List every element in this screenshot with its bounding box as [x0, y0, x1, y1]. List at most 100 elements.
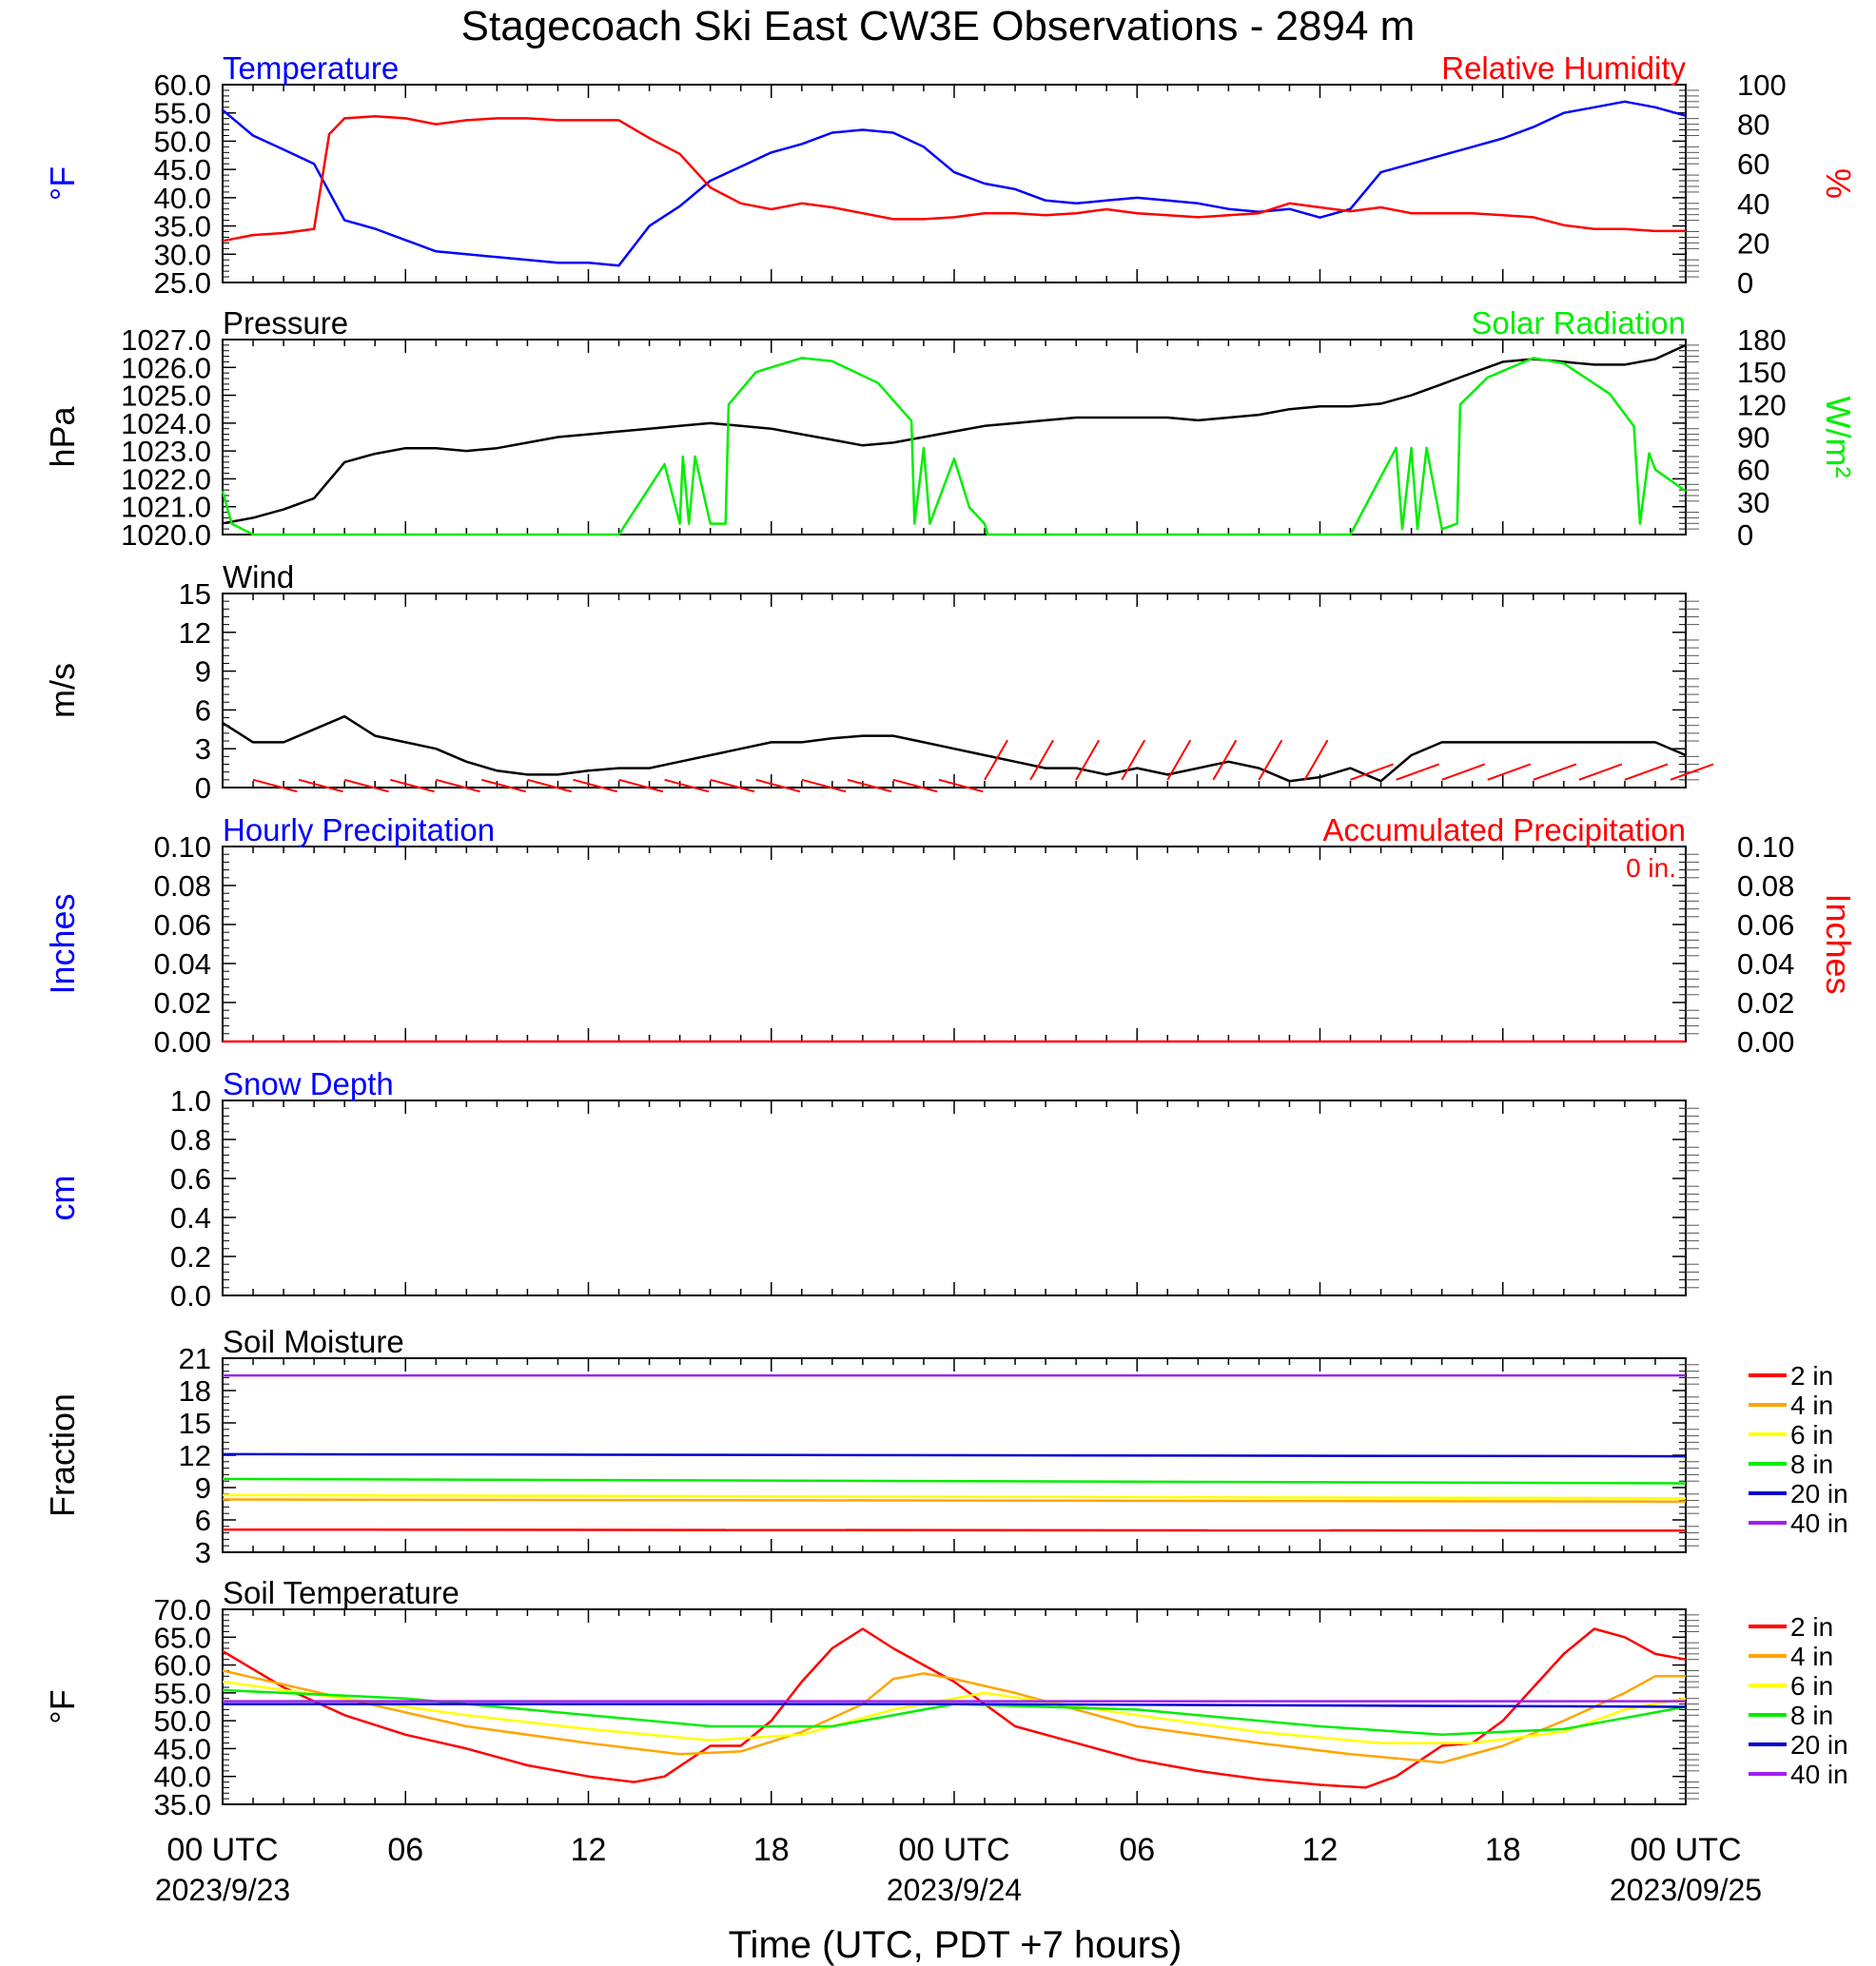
panel-title-left: Snow Depth	[223, 1066, 394, 1101]
legend-label: 4 in	[1790, 1391, 1833, 1420]
x-tick-label: 00 UTC	[898, 1832, 1009, 1868]
x-tick-date: 2023/09/25	[1610, 1873, 1762, 1907]
series-line-soil_moisture-3	[222, 1477, 1687, 1485]
y-tick-label: 1.0	[170, 1084, 211, 1118]
x-tick-label: 00 UTC	[166, 1832, 278, 1868]
series-line-pressure_solar-0	[222, 343, 1687, 525]
wind-barb	[618, 778, 664, 793]
y-right-tick-label: 60	[1737, 454, 1769, 487]
y-tick-label: 21	[179, 1342, 211, 1375]
series-line-soil_moisture-0	[222, 1528, 1687, 1532]
series-line-soil_moisture-1	[222, 1498, 1687, 1503]
y-right-tick-label: 80	[1737, 108, 1769, 142]
wind-barb	[1029, 739, 1054, 781]
y-axis-label-left: Fraction	[43, 1393, 82, 1517]
y-tick-label: 0.04	[154, 947, 211, 981]
legend-label: 40 in	[1790, 1509, 1848, 1538]
wind-barb	[938, 778, 984, 793]
y-axis-label-left: m/s	[43, 663, 82, 718]
y-tick-label: 1023.0	[121, 435, 211, 468]
wind-barb	[710, 778, 755, 793]
y-tick-label: 1020.0	[121, 518, 211, 552]
y-tick-label: 40.0	[154, 1761, 211, 1794]
x-axis-title: Time (UTC, PDT +7 hours)	[729, 1924, 1182, 1966]
legend-label: 20 in	[1790, 1730, 1848, 1760]
wind-barb	[801, 778, 847, 793]
legend-label: 2 in	[1790, 1612, 1833, 1642]
y-tick-label: 0.10	[154, 830, 211, 864]
x-tick-label: 18	[753, 1832, 790, 1868]
y-right-tick-label: 180	[1737, 323, 1787, 357]
panel-title-left: Temperature	[223, 50, 399, 86]
wind-barb	[1487, 763, 1532, 781]
series-line-soil_temperature-0	[222, 1627, 1687, 1789]
y-tick-label: 1021.0	[121, 491, 211, 524]
wind-barb	[481, 778, 526, 793]
wind-barb	[1166, 739, 1192, 781]
y-tick-label: 0.00	[154, 1025, 211, 1059]
y-tick-label: 0.02	[154, 986, 211, 1020]
y-tick-label: 12	[179, 1439, 211, 1472]
panel-precipitation: 0.10 0.08 0.06 0.04 0.02 0.00 0.10 0.08 0.06 0.04…	[43, 812, 1858, 1059]
y-tick-label: 45.0	[154, 153, 211, 186]
wind-barb	[298, 778, 343, 793]
legend-label: 40 in	[1790, 1760, 1848, 1789]
y-right-tick-label: 0.02	[1737, 986, 1794, 1020]
x-tick-date: 2023/9/24	[887, 1873, 1022, 1907]
y-tick-label: 18	[179, 1374, 211, 1408]
y-tick-label: 65.0	[154, 1621, 211, 1654]
wind-barb	[573, 778, 618, 793]
y-tick-label: 25.0	[154, 266, 211, 300]
x-tick-label: 06	[387, 1832, 423, 1868]
y-tick-label: 0.0	[170, 1279, 211, 1313]
y-right-tick-label: 60	[1737, 147, 1769, 181]
wind-barb	[252, 778, 298, 793]
wind-barb	[343, 778, 389, 793]
y-tick-label: 15	[179, 1407, 211, 1440]
y-axis-label-right: W/m²	[1819, 397, 1858, 478]
panel-wind: 15 12 9 6 3 0 Wind m/s	[43, 559, 1714, 805]
wind-barb	[892, 778, 938, 793]
y-tick-label: 35.0	[154, 1788, 211, 1821]
x-tick-label: 12	[571, 1832, 607, 1868]
y-tick-label: 6	[195, 693, 211, 727]
precip-total-annotation: 0 in.	[1626, 853, 1676, 883]
x-tick-label: 12	[1302, 1832, 1339, 1868]
wind-barb	[1670, 763, 1714, 781]
y-tick-label: 0	[195, 771, 211, 805]
y-tick-label: 55.0	[154, 97, 211, 130]
legend-label: 20 in	[1790, 1479, 1848, 1509]
panel-title-left: Pressure	[223, 305, 348, 341]
y-tick-label: 30.0	[154, 238, 211, 271]
panel-pressure_solar: 1027.01026.01025.01024.01023.01022.01021…	[43, 305, 1858, 552]
wind-barb	[1441, 763, 1486, 781]
y-tick-label: 1022.0	[121, 462, 211, 496]
wind-barb	[389, 778, 435, 793]
wind-barb	[1121, 739, 1146, 781]
wind-barb	[1258, 739, 1283, 781]
legend-label: 6 in	[1790, 1420, 1833, 1450]
y-axis-label-left: cm	[43, 1176, 82, 1221]
series-line-wind-0	[222, 714, 1687, 783]
wind-barb	[1396, 763, 1440, 781]
y-right-tick-label: 0.00	[1737, 1025, 1794, 1059]
series-line-soil_temperature-2	[222, 1680, 1687, 1744]
panel-temperature_rh: 60.055.050.045.040.035.030.025.0 100 80 60 4…	[43, 50, 1858, 300]
y-right-tick-label: 100	[1737, 68, 1787, 102]
series-line-pressure_solar-1	[221, 357, 1687, 536]
y-axis-label-left: °F	[43, 166, 82, 201]
y-tick-label: 60.0	[154, 68, 211, 102]
legend-label: 2 in	[1790, 1361, 1833, 1391]
panel-snow: 1.0 0.8 0.6 0.4 0.2 0.0 Snow Depth cm	[43, 1066, 1699, 1313]
y-tick-label: 1024.0	[121, 407, 211, 440]
wind-barb	[1533, 763, 1577, 781]
wind-barb	[436, 778, 480, 793]
figure-title: Stagecoach Ski East CW3E Observations - …	[461, 3, 1416, 49]
y-axis-label-left: hPa	[43, 405, 82, 467]
y-tick-label: 50.0	[154, 125, 211, 158]
x-tick-date: 2023/9/23	[155, 1873, 290, 1907]
y-tick-label: 50.0	[154, 1704, 211, 1738]
y-tick-label: 6	[195, 1504, 211, 1537]
legend-label: 6 in	[1790, 1671, 1833, 1701]
